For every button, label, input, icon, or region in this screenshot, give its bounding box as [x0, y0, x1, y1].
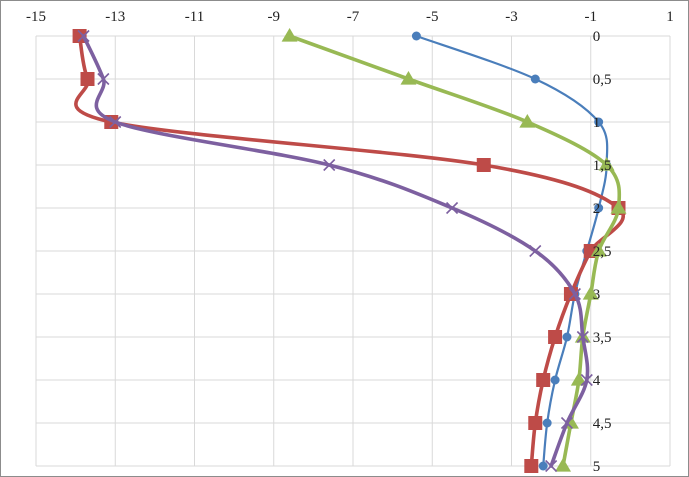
- x-tick-label: -7: [347, 9, 360, 25]
- data-point-x: [545, 459, 558, 473]
- data-point-circle: [562, 332, 572, 342]
- data-point-triangle: [555, 458, 572, 472]
- y-tick-label: 1,5: [593, 158, 612, 174]
- data-point-square: [80, 72, 95, 86]
- data-point-circle: [594, 203, 604, 213]
- data-point-triangle: [590, 243, 607, 257]
- data-point-square: [528, 416, 543, 430]
- data-point-triangle: [598, 157, 615, 171]
- data-point-square: [524, 459, 539, 473]
- y-tick-label: 2: [593, 201, 601, 217]
- data-point-triangle: [281, 28, 298, 42]
- data-point-x: [560, 416, 574, 430]
- data-point-circle: [594, 117, 604, 127]
- data-point-square: [548, 330, 563, 344]
- data-point-x: [576, 330, 589, 344]
- y-tick-label: 2,5: [593, 244, 612, 260]
- data-point-triangle: [610, 200, 627, 214]
- data-point-x: [97, 72, 110, 86]
- x-tick-label: -3: [505, 9, 518, 25]
- y-tick-label: 3: [593, 287, 601, 303]
- grid-lines: [35, 35, 671, 467]
- series-lines: [72, 28, 627, 473]
- y-tick-labels: 0 0,5 1 1,5 2 2,5 3 3,5 4 4,5 5: [593, 29, 612, 475]
- x-tick-label: -15: [26, 9, 46, 25]
- x-tick-label: 1: [666, 9, 674, 25]
- data-point-x: [529, 244, 542, 258]
- x-tick-label: -11: [185, 9, 204, 25]
- data-point-x: [77, 29, 90, 43]
- data-point-triangle: [400, 71, 417, 85]
- data-point-circle: [542, 418, 552, 428]
- data-point-x: [580, 373, 593, 387]
- data-point-x: [109, 115, 122, 129]
- y-tick-label: 0: [593, 29, 601, 45]
- x-tick-label: -1: [585, 9, 598, 25]
- y-tick-label: 0,5: [593, 72, 612, 88]
- data-point-x: [323, 158, 336, 172]
- x-tick-label: -5: [426, 9, 439, 25]
- data-point-circle: [538, 461, 548, 471]
- y-tick-label: 4,5: [593, 416, 612, 432]
- x-tick-label: -13: [105, 9, 125, 25]
- data-point-triangle: [570, 372, 587, 386]
- series-x: [77, 29, 593, 473]
- data-point-square: [476, 158, 491, 172]
- data-point-circle: [530, 74, 540, 84]
- y-tick-label: 4: [593, 373, 601, 389]
- series-line-circle: [415, 34, 609, 468]
- series-triangle: [281, 28, 627, 472]
- x-tick-label: -9: [268, 9, 281, 25]
- data-point-x: [568, 287, 581, 301]
- data-point-triangle: [582, 286, 599, 300]
- x-tick-labels: -15 -13 -11 -9 -7 -5 -3 -1 1: [26, 9, 674, 25]
- data-point-square: [72, 29, 87, 43]
- data-point-square: [536, 373, 551, 387]
- data-point-x: [445, 201, 459, 215]
- data-point-circle: [550, 375, 560, 385]
- y-tick-label: 3,5: [593, 330, 612, 346]
- y-tick-label: 5: [593, 459, 601, 475]
- y-tick-label: 1: [593, 115, 601, 131]
- data-point-triangle: [519, 114, 536, 128]
- data-point-circle: [411, 31, 421, 41]
